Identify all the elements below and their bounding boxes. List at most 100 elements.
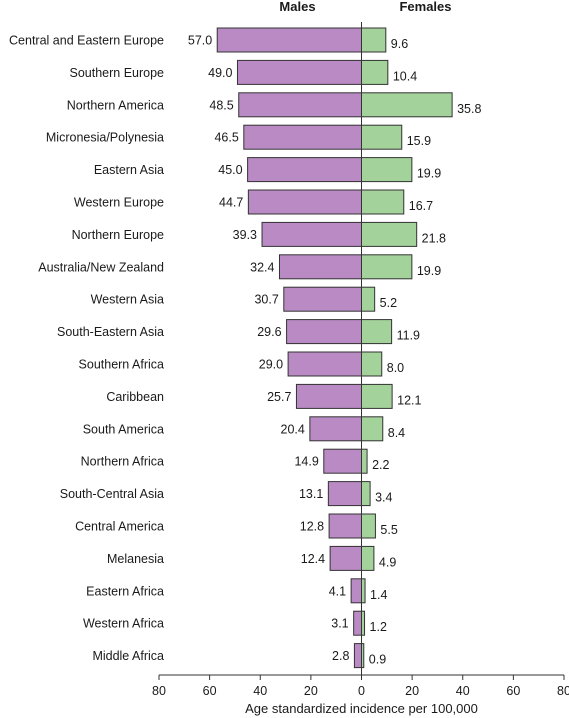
x-axis: 80 60 40 20 0 20 40 60 80 Age standardized incide… xyxy=(152,22,569,716)
bar-females xyxy=(361,481,371,507)
category-label: South-Central Asia xyxy=(60,487,164,501)
value-label-females: 19.9 xyxy=(417,167,441,181)
bar-females xyxy=(361,59,389,85)
x-tick-label: 20 xyxy=(405,684,419,698)
value-label-males: 12.4 xyxy=(301,552,325,566)
value-label-males: 20.4 xyxy=(281,422,305,436)
value-label-females: 0.9 xyxy=(369,653,386,667)
value-label-males: 48.5 xyxy=(209,98,233,112)
bar-females xyxy=(361,448,368,474)
category-label: Northern Africa xyxy=(81,455,164,469)
value-label-males: 12.8 xyxy=(300,520,324,534)
value-label-males: 46.5 xyxy=(214,131,238,145)
value-label-males: 14.9 xyxy=(294,455,318,469)
value-label-females: 10.4 xyxy=(393,69,417,83)
category-label: South-Eastern Asia xyxy=(57,325,164,339)
value-label-females: 8.0 xyxy=(387,361,404,375)
bar-males xyxy=(287,351,362,377)
value-label-females: 5.5 xyxy=(380,523,397,537)
x-tick-label: 40 xyxy=(456,684,470,698)
value-label-males: 32.4 xyxy=(250,260,274,274)
x-tick-label: 80 xyxy=(152,684,166,698)
x-tick-label: 40 xyxy=(253,684,267,698)
x-tick-label: 60 xyxy=(203,684,217,698)
x-tick-label: 60 xyxy=(506,684,520,698)
value-label-females: 2.2 xyxy=(372,458,389,472)
value-label-females: 12.1 xyxy=(397,393,421,407)
bar-males xyxy=(353,643,363,669)
value-label-females: 16.7 xyxy=(409,199,433,213)
category-label: Northern America xyxy=(67,98,164,112)
bar-males xyxy=(236,59,362,85)
value-label-males: 4.1 xyxy=(329,584,346,598)
category-label: Western Europe xyxy=(74,196,164,210)
category-label: Micronesia/Polynesia xyxy=(46,131,164,145)
value-label-females: 4.9 xyxy=(379,555,396,569)
value-label-females: 35.8 xyxy=(457,102,481,116)
value-label-males: 44.7 xyxy=(219,196,243,210)
series-header-females: Females xyxy=(399,0,451,14)
value-label-females: 8.4 xyxy=(388,426,405,440)
bar-males xyxy=(327,481,363,507)
value-label-females: 21.8 xyxy=(422,231,446,245)
bar-males xyxy=(309,416,362,442)
bar-females xyxy=(361,157,413,183)
category-label: Eastern Asia xyxy=(94,163,164,177)
bar-females xyxy=(361,254,413,280)
value-label-males: 39.3 xyxy=(233,228,257,242)
x-tick-label: 0 xyxy=(358,684,365,698)
bar-females xyxy=(361,416,384,442)
value-label-males: 29.0 xyxy=(259,358,283,372)
bar-females xyxy=(361,221,418,247)
value-label-males: 49.0 xyxy=(208,66,232,80)
bar-females xyxy=(361,545,375,571)
value-label-females: 1.2 xyxy=(370,620,387,634)
category-label: Northern Europe xyxy=(72,228,164,242)
x-tick-label: 80 xyxy=(557,684,569,698)
value-label-males: 57.0 xyxy=(188,34,212,48)
bar-males xyxy=(247,189,362,215)
bar-males xyxy=(323,448,362,474)
value-label-males: 45.0 xyxy=(218,163,242,177)
category-label: Southern Europe xyxy=(69,66,164,80)
category-label: Western Asia xyxy=(91,293,164,307)
value-label-males: 3.1 xyxy=(331,617,348,631)
value-label-females: 11.9 xyxy=(397,329,420,343)
bar-males xyxy=(283,286,362,312)
category-label: Western Africa xyxy=(83,617,164,631)
bar-females xyxy=(361,124,403,150)
value-label-males: 13.1 xyxy=(299,487,323,501)
category-label: South America xyxy=(83,422,164,436)
category-label: Australia/New Zealand xyxy=(38,260,164,274)
value-label-females: 15.9 xyxy=(407,134,431,148)
bar-females xyxy=(361,319,393,345)
bar-females xyxy=(361,189,405,215)
bar-females xyxy=(361,513,376,539)
category-label: Central and Eastern Europe xyxy=(9,34,164,48)
bars-layer xyxy=(216,27,453,669)
value-label-males: 30.7 xyxy=(254,293,278,307)
value-label-females: 1.4 xyxy=(370,588,387,602)
bar-males xyxy=(350,578,363,604)
value-label-males: 25.7 xyxy=(267,390,291,404)
bar-males xyxy=(216,27,362,53)
bar-males xyxy=(261,221,363,247)
bar-females xyxy=(361,286,376,312)
bar-females xyxy=(361,351,383,377)
category-label: Eastern Africa xyxy=(86,584,164,598)
x-axis-label: Age standardized incidence per 100,000 xyxy=(245,701,478,716)
labels-layer: Males Females Central and Eastern Europe 57… xyxy=(9,0,481,667)
category-label: Southern Africa xyxy=(79,358,165,372)
value-label-females: 5.2 xyxy=(380,296,397,310)
bar-males xyxy=(247,157,362,183)
category-label: Middle Africa xyxy=(92,649,164,663)
category-label: Caribbean xyxy=(106,390,164,404)
bar-females xyxy=(361,578,366,604)
category-label: Melanesia xyxy=(107,552,164,566)
value-label-females: 19.9 xyxy=(417,264,441,278)
bar-females xyxy=(361,383,393,409)
bar-females xyxy=(361,92,453,118)
category-label: Central America xyxy=(75,520,164,534)
